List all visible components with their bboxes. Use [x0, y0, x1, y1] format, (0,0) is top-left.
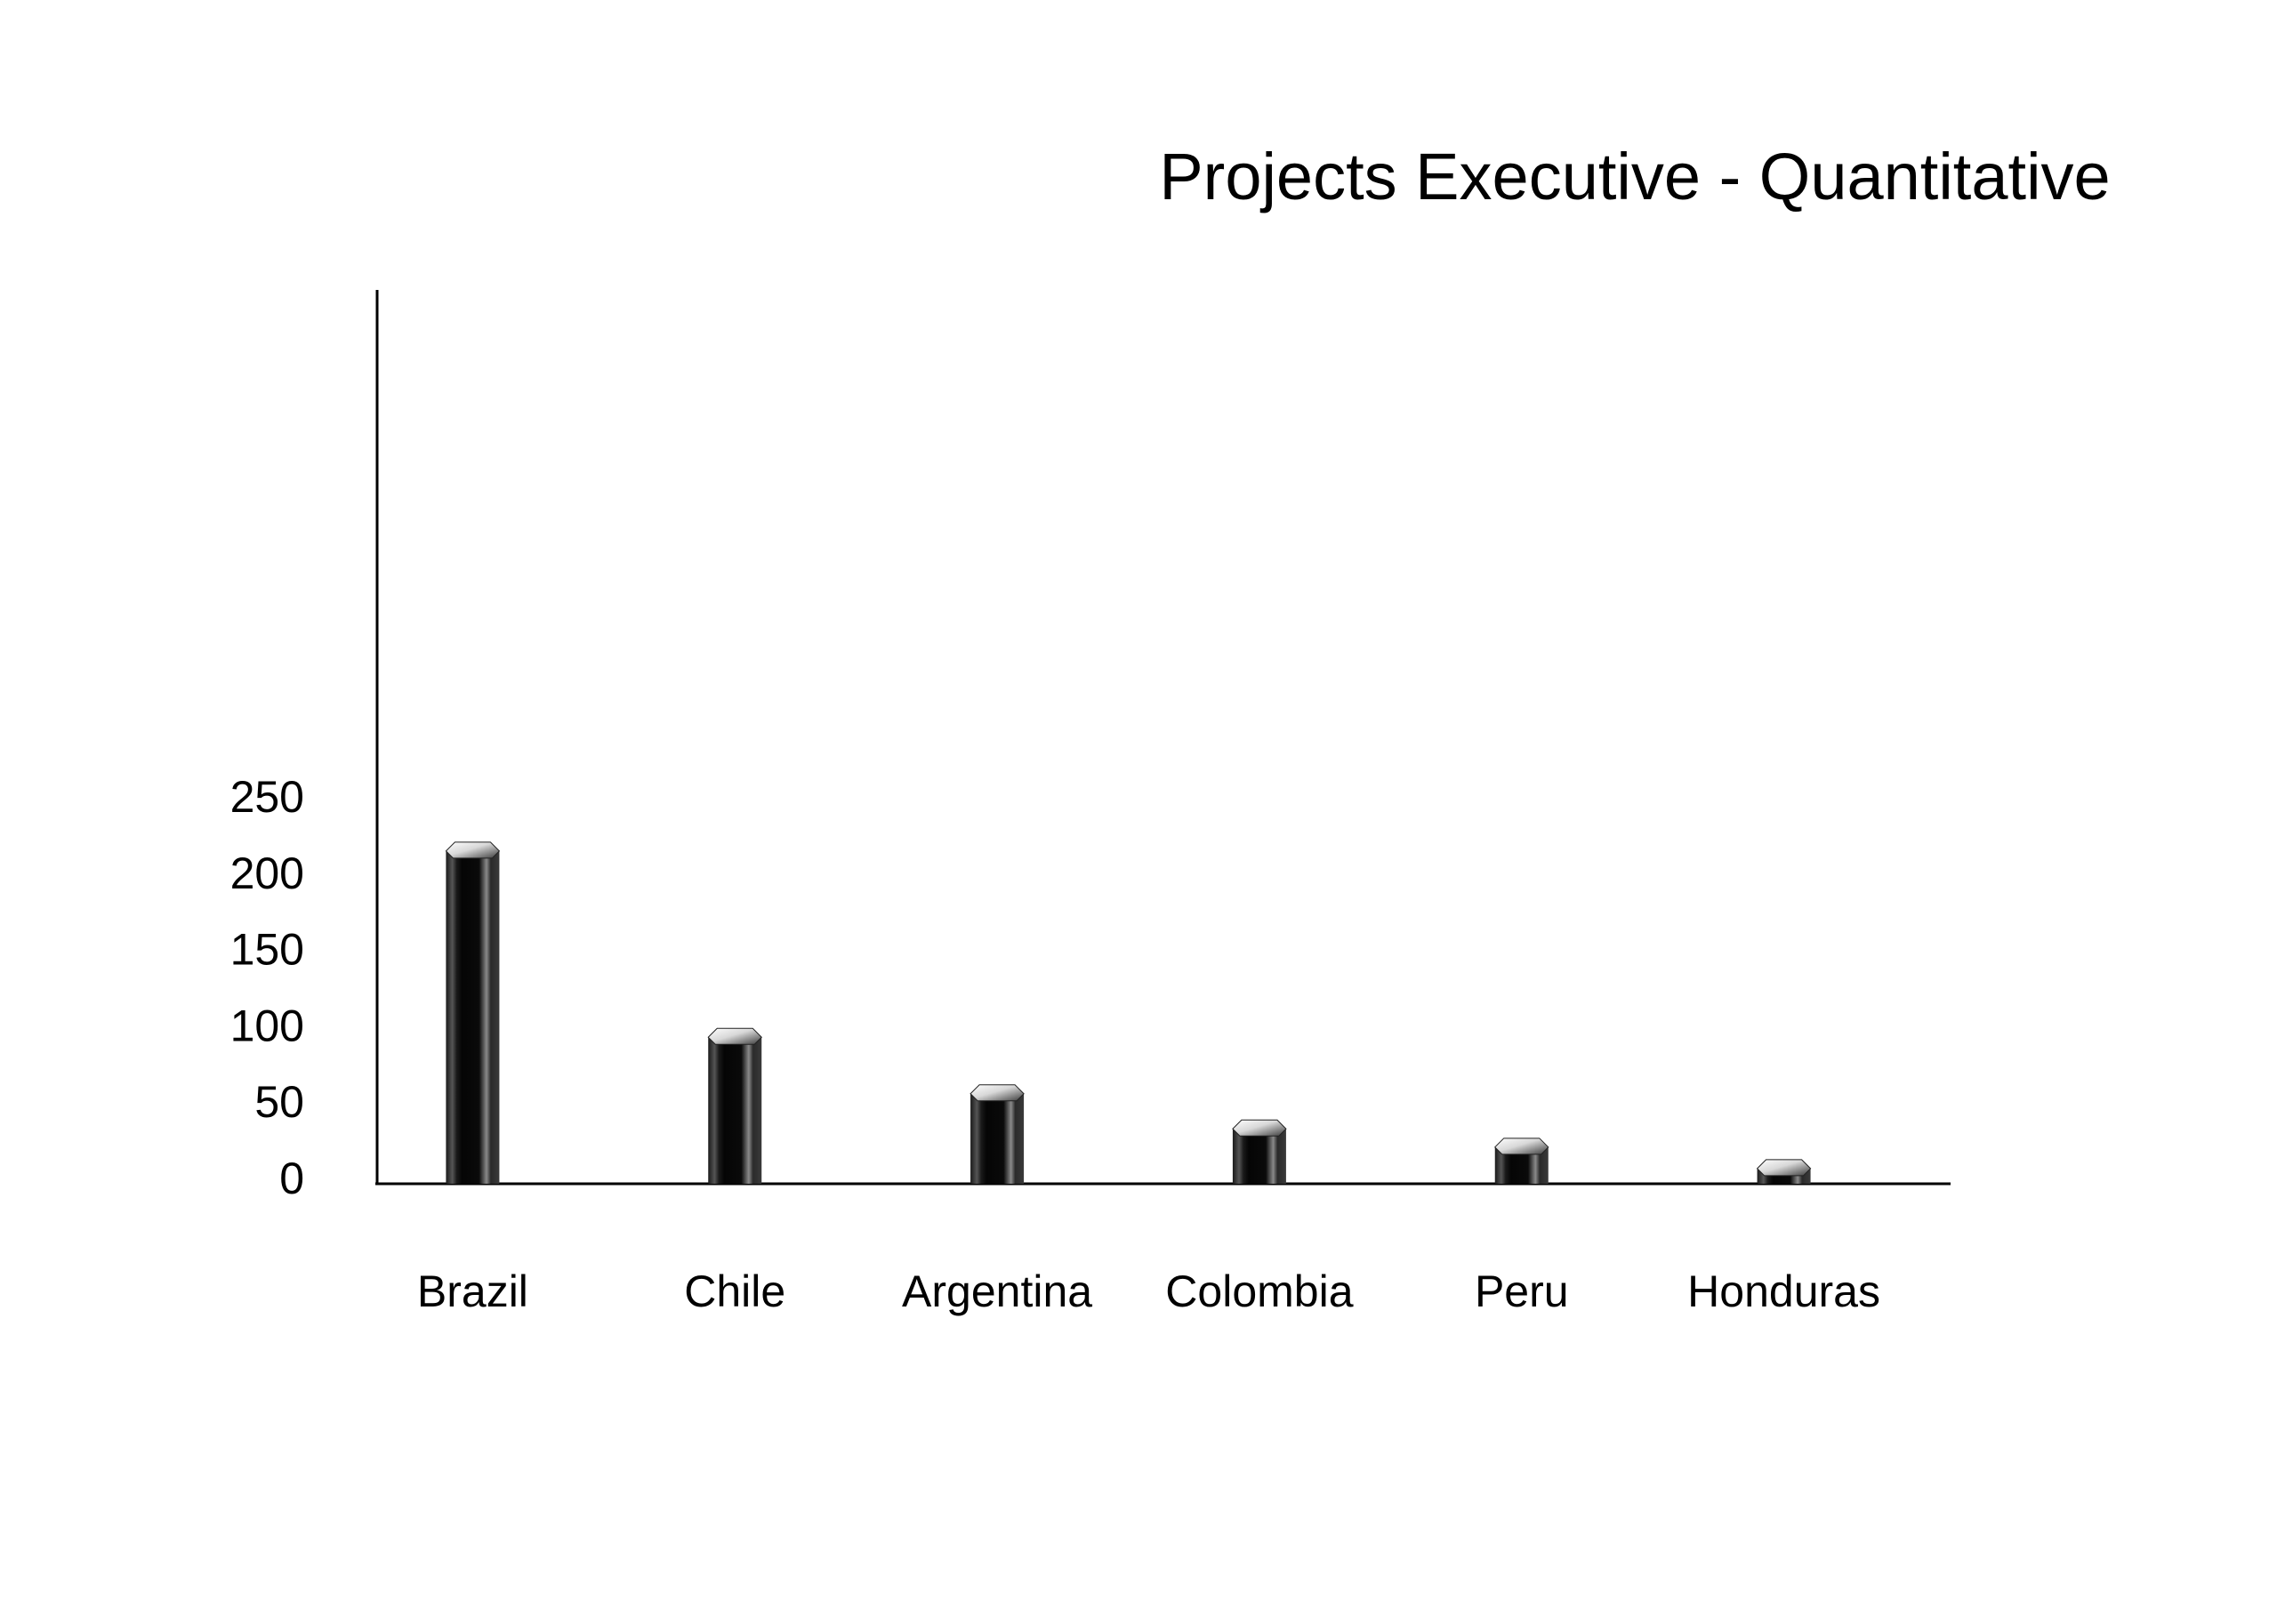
- bar-cap-colombia: [1232, 1119, 1287, 1137]
- x-tick-label: Brazil: [417, 1266, 528, 1316]
- y-tick-label: 150: [230, 925, 304, 975]
- x-tick-label: Chile: [684, 1266, 785, 1316]
- bar-cap-brazil: [445, 841, 501, 859]
- x-tick-label: Argentina: [902, 1266, 1092, 1316]
- y-tick-label: 200: [230, 848, 304, 898]
- bar-chile: [708, 1037, 762, 1184]
- bar-argentina: [970, 1093, 1025, 1184]
- y-tick-labels: 0 50 100 150 200 250: [230, 772, 304, 1203]
- y-tick-label: 50: [254, 1077, 304, 1127]
- y-tick-label: 250: [230, 772, 304, 822]
- bar-brazil: [446, 850, 500, 1184]
- x-tick-label: Colombia: [1165, 1266, 1353, 1316]
- bar-cap-argentina: [970, 1084, 1025, 1102]
- bar-cap-honduras: [1756, 1159, 1812, 1177]
- bar-cap-peru: [1494, 1138, 1549, 1155]
- y-tick-label: 100: [230, 1001, 304, 1050]
- x-tick-label: Peru: [1475, 1266, 1569, 1316]
- bar-cap-chile: [707, 1027, 762, 1045]
- x-tick-label: Honduras: [1687, 1266, 1880, 1316]
- bar-colombia: [1232, 1129, 1286, 1184]
- x-tick-labels: Brazil Chile Argentina Colombia Peru Honduras: [417, 1266, 1880, 1316]
- chart-title: Projects Executive - Quantitative: [1159, 140, 2110, 213]
- bar-series: [445, 841, 1812, 1184]
- y-tick-label: 0: [279, 1154, 304, 1203]
